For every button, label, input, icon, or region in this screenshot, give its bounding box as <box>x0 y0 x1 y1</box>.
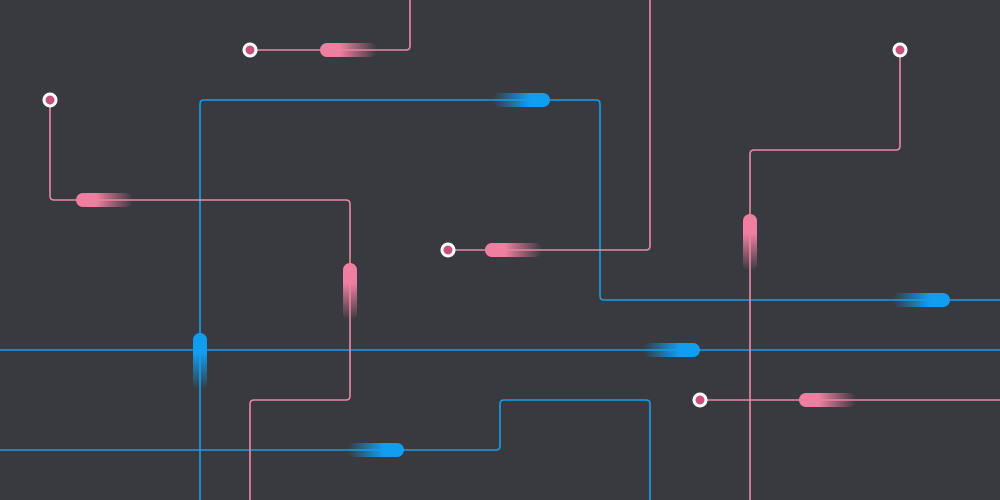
node <box>892 42 908 58</box>
node <box>692 392 708 408</box>
node <box>242 42 258 58</box>
pink-trace <box>749 50 901 500</box>
node <box>440 242 456 258</box>
pink-pulse <box>743 214 757 271</box>
pink-pulse <box>485 243 542 257</box>
blue-pulse <box>893 293 950 307</box>
blue-pulse <box>347 443 404 457</box>
pink-trace <box>250 0 411 51</box>
pink-trace <box>448 0 651 251</box>
blue-trace <box>0 399 651 500</box>
blue-trace <box>199 99 1000 500</box>
blue-pulse <box>493 93 550 107</box>
pink-pulse <box>320 43 377 57</box>
pink-pulse <box>76 193 133 207</box>
node <box>42 92 58 108</box>
blue-pulse <box>193 333 207 390</box>
pink-pulse <box>343 263 357 320</box>
blue-pulse <box>643 343 700 357</box>
pink-pulse <box>799 393 856 407</box>
